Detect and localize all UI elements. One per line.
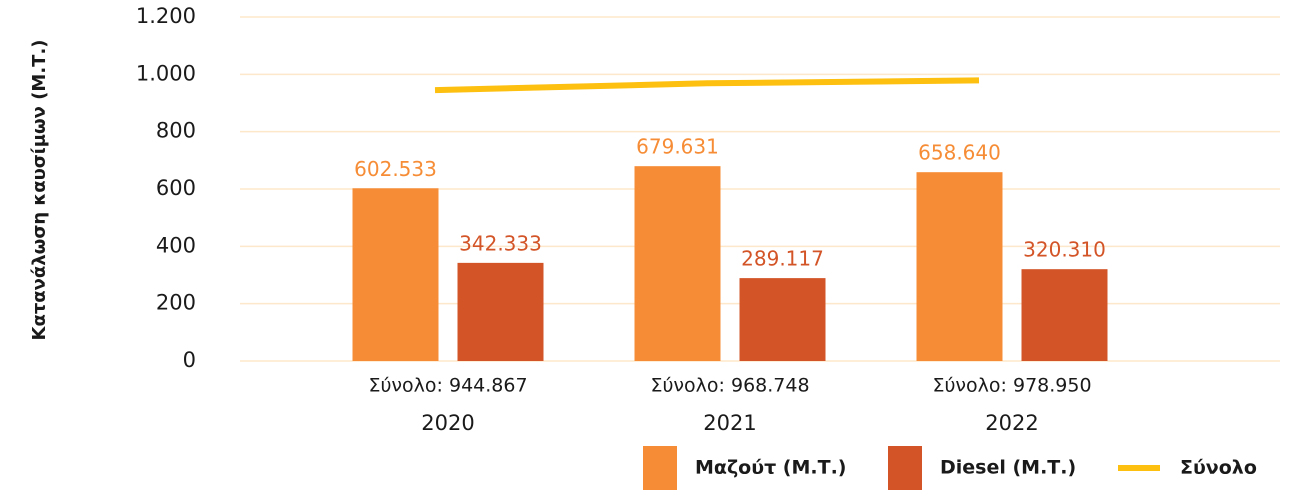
bar — [916, 172, 1003, 361]
x-tick-label: 2020 — [421, 411, 474, 435]
x-tick-label: Σύνολο: 944.867 — [368, 375, 527, 397]
bar — [457, 262, 544, 361]
y-tick-label: 0 — [183, 348, 196, 372]
value-label: 320.310 — [1023, 238, 1106, 262]
y-tick-label: 800 — [156, 119, 196, 143]
bar — [739, 278, 826, 361]
y-axis-label: Κατανάλωση καυσίμων (Μ.Τ.) — [29, 39, 50, 340]
value-label: 679.631 — [636, 135, 719, 159]
bar — [352, 188, 439, 361]
line — [434, 77, 980, 94]
x-tick-label: 2022 — [985, 411, 1038, 435]
value-label: 289.117 — [741, 247, 824, 271]
value-label: 658.640 — [918, 141, 1001, 165]
bar — [634, 166, 721, 361]
legend-label: Diesel (Μ.Τ.) — [940, 457, 1076, 479]
y-tick-label: 600 — [156, 176, 196, 200]
legend-label: Σύνολο — [1180, 457, 1257, 479]
legend-swatch — [643, 446, 677, 490]
y-tick-label: 400 — [156, 233, 196, 257]
y-tick-label: 200 — [156, 291, 196, 315]
y-tick-label: 1.200 — [136, 4, 196, 28]
value-label: 602.533 — [354, 157, 437, 181]
x-tick-label: 2021 — [703, 411, 756, 435]
legend-swatch — [888, 446, 922, 490]
bar — [1021, 269, 1108, 361]
y-tick-label: 1.000 — [136, 61, 196, 85]
value-label: 342.333 — [459, 231, 542, 255]
x-tick-label: Σύνολο: 968.748 — [650, 375, 809, 397]
x-tick-label: Σύνολο: 978.950 — [932, 375, 1091, 397]
legend-label: Μαζούτ (Μ.Τ.) — [695, 457, 846, 479]
